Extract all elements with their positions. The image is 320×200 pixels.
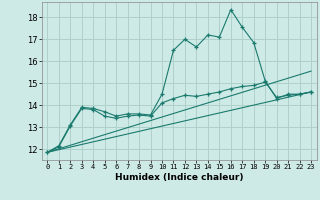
X-axis label: Humidex (Indice chaleur): Humidex (Indice chaleur) (115, 173, 244, 182)
